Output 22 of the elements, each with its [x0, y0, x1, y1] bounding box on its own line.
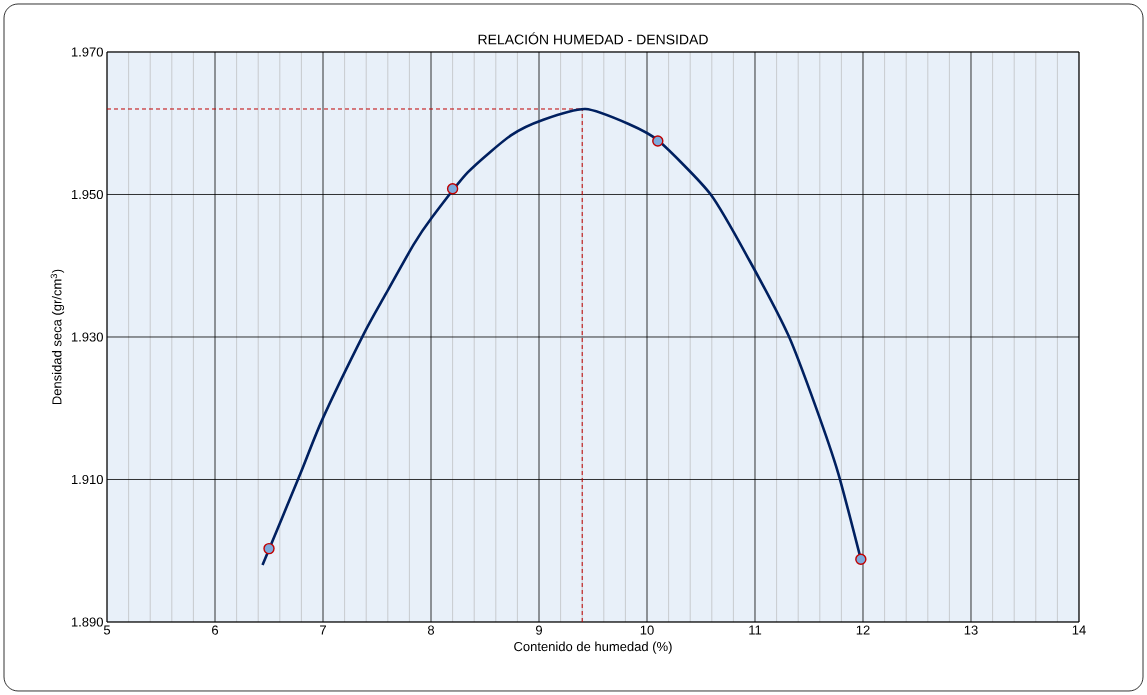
chart-title: RELACIÓN HUMEDAD - DENSIDAD: [478, 32, 708, 45]
y-tick-label: 1.890: [71, 617, 103, 627]
x-tick-label: 6: [212, 625, 219, 635]
point: [263, 542, 275, 555]
point: [855, 553, 867, 565]
point: [652, 135, 664, 147]
x-tick-label: 11: [749, 625, 762, 635]
x-tick-label: 7: [320, 625, 326, 635]
y-tick-label: 1.970: [71, 47, 103, 57]
x-tick-label: 8: [427, 625, 435, 635]
x-tick-label: 12: [856, 625, 870, 635]
x-axis-title: Contenido de humedad (%): [514, 641, 672, 654]
y-tick-label: 1.930: [71, 332, 103, 342]
y-tick-label: 1.910: [71, 474, 103, 485]
y-axis-title: Densidad seca (gr/cm$^{3}$): [50, 269, 65, 405]
x-tick-label: 9: [536, 625, 543, 635]
x-tick-label: 13: [964, 625, 978, 635]
x-tick-label: 10: [640, 625, 654, 635]
y-tick-label: 1.950: [71, 189, 103, 200]
point: [446, 183, 459, 195]
x-tick-label: 14: [1072, 625, 1086, 635]
x-tick-label: 5: [103, 625, 111, 635]
